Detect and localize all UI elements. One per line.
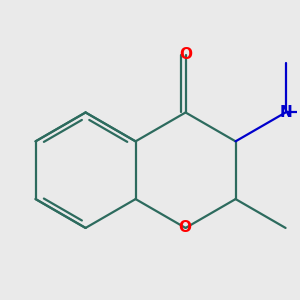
Text: O: O bbox=[179, 47, 192, 62]
Text: O: O bbox=[178, 220, 191, 236]
Text: N: N bbox=[279, 105, 292, 120]
